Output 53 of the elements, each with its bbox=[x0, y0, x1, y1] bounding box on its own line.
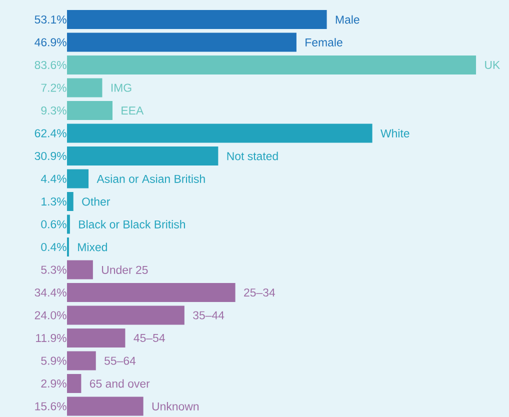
y-tick-label: UK bbox=[485, 61, 500, 69]
bar bbox=[67, 124, 372, 143]
data-label: 2.9% bbox=[41, 379, 66, 388]
data-label: 24.0% bbox=[34, 311, 66, 320]
y-tick-label: 45–54 bbox=[134, 334, 165, 342]
y-tick-label: White bbox=[380, 129, 410, 138]
y-tick-label: 65 and over bbox=[90, 379, 150, 388]
bar bbox=[67, 214, 70, 234]
bar bbox=[67, 260, 93, 280]
data-label: 4.4% bbox=[40, 174, 66, 183]
y-tick-label: Black or Black British bbox=[79, 220, 185, 228]
y-tick-label: Unknown bbox=[152, 402, 199, 410]
y-tick-label: 35–44 bbox=[193, 311, 224, 320]
y-tick-label: Mixed bbox=[78, 242, 107, 252]
bar bbox=[67, 306, 184, 325]
bar bbox=[67, 396, 144, 416]
data-label: 34.4% bbox=[34, 288, 66, 297]
y-tick-label: Under 25 bbox=[102, 266, 148, 274]
data-label: 11.9% bbox=[36, 334, 66, 342]
bar bbox=[67, 374, 82, 393]
y-tick-label: EEA bbox=[122, 106, 144, 114]
data-label: 0.6% bbox=[41, 220, 66, 228]
bar bbox=[67, 32, 296, 52]
data-label: 62.4% bbox=[34, 129, 66, 138]
y-tick-label: Female bbox=[306, 38, 342, 46]
bar bbox=[67, 78, 102, 98]
data-label: 5.3% bbox=[41, 266, 66, 274]
bar bbox=[67, 283, 236, 302]
bar bbox=[67, 100, 113, 120]
data-label: 9.3% bbox=[41, 106, 66, 115]
data-label: 5.9% bbox=[41, 356, 66, 365]
bar bbox=[67, 328, 126, 348]
bar bbox=[67, 146, 218, 166]
y-tick-label: 25–34 bbox=[244, 288, 276, 297]
bar bbox=[67, 10, 327, 29]
y-tick-label: Not stated bbox=[227, 152, 278, 160]
bar bbox=[67, 351, 96, 370]
y-tick-label: Asian or Asian British bbox=[96, 174, 205, 183]
y-tick-label: Other bbox=[82, 197, 110, 206]
data-label: 46.9% bbox=[34, 38, 66, 46]
data-label: 0.4% bbox=[41, 242, 66, 252]
data-label: 7.2% bbox=[41, 84, 66, 92]
data-label: 30.9% bbox=[34, 152, 66, 160]
bar bbox=[67, 169, 89, 188]
y-tick-label: 55–64 bbox=[104, 356, 136, 365]
data-label: 15.6% bbox=[35, 402, 66, 410]
y-tick-label: IMG bbox=[111, 84, 132, 92]
bar bbox=[67, 192, 74, 211]
data-label: 1.3% bbox=[42, 197, 66, 206]
y-tick-label: Male bbox=[336, 15, 360, 24]
bar bbox=[67, 55, 476, 74]
data-label: 53.1% bbox=[34, 15, 66, 24]
data-label: 83.6% bbox=[34, 60, 66, 70]
